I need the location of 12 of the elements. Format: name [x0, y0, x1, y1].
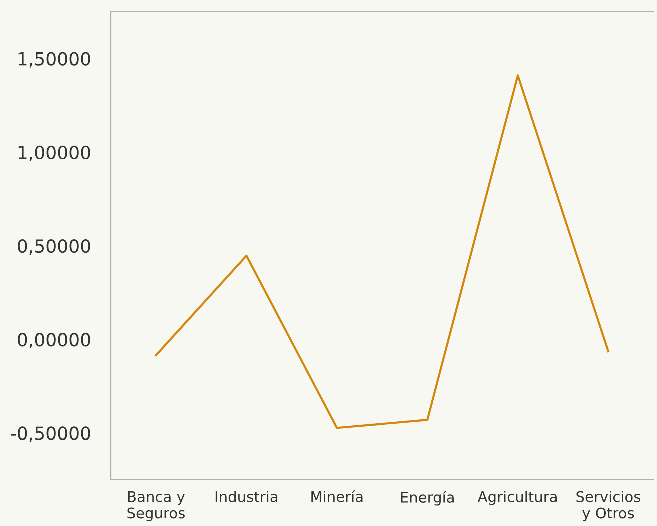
line-series	[155, 74, 610, 430]
x-tick-label: Energía	[401, 491, 454, 506]
y-tick-label: 1,00000	[18, 146, 90, 162]
x-tick-label: Servicios y Otros	[576, 491, 641, 522]
y-tick-label: 1,50000	[18, 52, 90, 68]
y-tick-label: 0,00000	[18, 333, 90, 349]
x-tick-label: Agricultura	[478, 491, 557, 506]
x-tick-label: Minería	[312, 490, 363, 502]
y-tick-label: 0,50000	[18, 239, 90, 255]
x-tick-label: Banca y Seguros	[128, 492, 185, 522]
x-tick-label: Industria	[216, 491, 278, 502]
y-tick-label: -0,50000	[11, 426, 90, 442]
